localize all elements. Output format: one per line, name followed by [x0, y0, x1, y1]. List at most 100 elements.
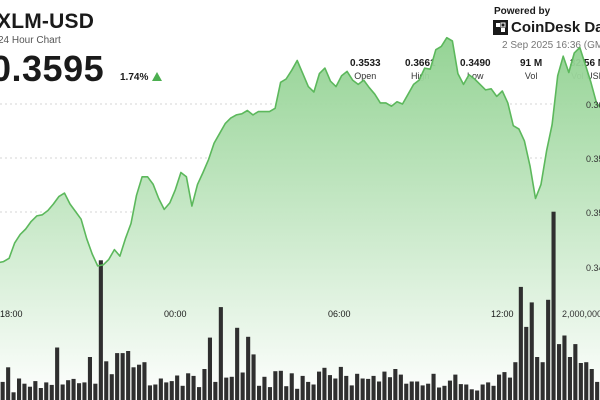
y-tick-label: 0.35: [586, 208, 600, 218]
current-price: 0.3595: [0, 48, 105, 89]
volume-bar: [66, 380, 71, 400]
stat-label: Open: [354, 71, 377, 81]
powered-by-label: Powered by: [494, 6, 551, 17]
price-line: [0, 36, 600, 267]
price-change: 1.74%: [120, 72, 149, 83]
volume-bar: [257, 385, 262, 400]
volume-bar: [147, 385, 152, 400]
volume-bar: [529, 302, 534, 400]
volume-bar: [207, 337, 212, 400]
volume-bar: [327, 375, 332, 400]
volume-bar: [426, 383, 431, 400]
volume-bar: [371, 375, 376, 400]
volume-bar: [584, 362, 589, 400]
volume-bar: [218, 307, 223, 400]
volume-bar: [562, 335, 567, 400]
volume-bar: [131, 367, 136, 400]
price-area-fill: [0, 37, 600, 400]
volume-bar: [480, 384, 485, 400]
volume-bar: [267, 387, 272, 400]
volume-bar: [338, 366, 343, 400]
volume-bar: [246, 336, 251, 400]
volume-bar: [507, 377, 512, 400]
x-tick-label: 12:00: [491, 309, 514, 319]
volume-bar: [126, 351, 131, 400]
volume-bar: [573, 344, 578, 400]
volume-bar: [22, 383, 27, 400]
volume-bar: [60, 384, 65, 400]
volume-bar: [311, 384, 316, 400]
volume-bar: [202, 369, 207, 400]
x-tick-label: 18:00: [0, 309, 23, 319]
timestamp: 2 Sep 2025 16:36 (GMT): [502, 40, 600, 51]
y-tick-label: 0.36: [586, 100, 600, 110]
volume-bar: [377, 381, 382, 400]
volume-bar: [44, 382, 49, 400]
volume-bar: [98, 260, 103, 400]
volume-bar: [447, 380, 452, 400]
y-tick-label: 0.355: [586, 154, 600, 164]
volume-bar: [180, 385, 185, 400]
brand-name: CoinDesk Data: [511, 19, 600, 36]
volume-bar: [398, 374, 403, 400]
volume-bar: [33, 381, 38, 400]
stat-label: Low: [467, 71, 484, 81]
volume-bar: [513, 362, 518, 400]
volume-bar: [27, 386, 32, 400]
volume-bar: [589, 369, 594, 400]
volume-bar: [11, 392, 16, 400]
volume-bar: [49, 384, 54, 400]
volume-bar: [442, 385, 447, 400]
stat-value: 0.3490: [460, 58, 491, 69]
volume-bar: [551, 211, 556, 400]
volume-bar: [557, 344, 562, 400]
volume-bar: [409, 381, 414, 400]
volume-bar: [497, 374, 502, 400]
chart-subtitle: 24 Hour Chart: [0, 35, 61, 46]
volume-bar: [295, 388, 300, 400]
volume-bar: [0, 381, 5, 400]
stat-value: 91 M: [520, 58, 543, 69]
stat-low: 0.3490 Low: [460, 58, 491, 81]
volume-bar: [524, 326, 529, 400]
volume-bar: [300, 375, 305, 400]
volume-bar: [251, 354, 256, 400]
volume-bar: [240, 372, 245, 400]
volume-bar: [567, 357, 572, 400]
volume-bar: [360, 378, 365, 400]
volume-bar: [229, 376, 234, 400]
volume-bar: [284, 386, 289, 400]
volume-bars: [0, 211, 600, 400]
volume-bar: [349, 385, 354, 400]
volume-bar: [82, 382, 87, 400]
volume-bar: [235, 327, 240, 400]
up-arrow-icon: [152, 72, 162, 81]
volume-bar: [344, 375, 349, 400]
volume-bar: [115, 353, 120, 400]
volume-bar: [158, 378, 163, 400]
volume-bar: [224, 377, 229, 400]
volume-bar: [578, 363, 583, 400]
volume-bar: [355, 373, 360, 400]
volume-bar: [333, 378, 338, 400]
volume-bar: [6, 367, 11, 400]
volume-bar: [186, 373, 191, 400]
volume-bar: [366, 378, 371, 400]
stat-label: Vol: [524, 71, 538, 81]
volume-bar: [77, 383, 82, 400]
volume-bar: [431, 373, 436, 400]
volume-bar: [420, 385, 425, 400]
volume-bar: [491, 385, 496, 400]
volume-bar: [306, 381, 311, 400]
volume-bar: [322, 367, 327, 400]
volume-bar: [475, 390, 480, 400]
volume-bar: [71, 378, 76, 400]
volume-bar: [87, 357, 92, 400]
y-tick-label: 0.345: [586, 263, 600, 273]
volume-bar: [518, 286, 523, 400]
volume-bar: [273, 371, 278, 400]
axis-labels: 0.36 0.355 0.35 0.345 18:00 00:00 06:00 12:00 2,…: [0, 100, 600, 319]
volume-bar: [17, 378, 22, 400]
price-line-path: [0, 36, 600, 267]
